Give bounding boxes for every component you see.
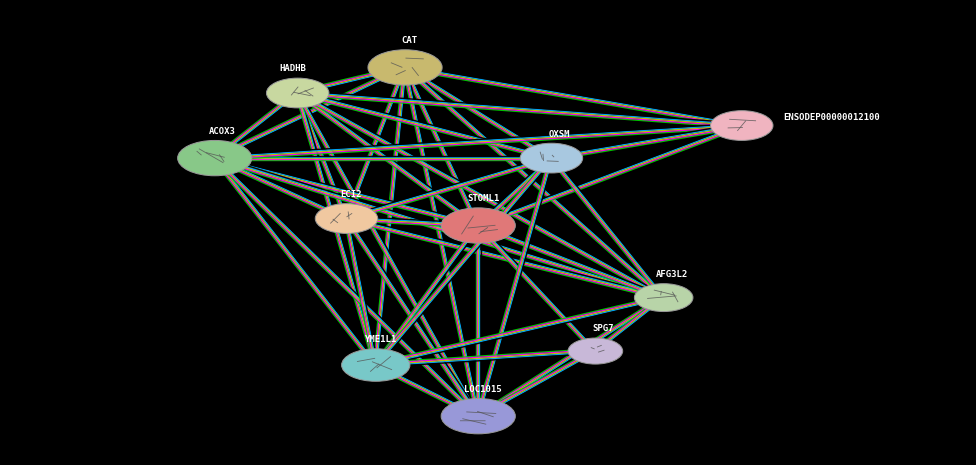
Text: ACOX3: ACOX3 xyxy=(209,127,236,136)
Circle shape xyxy=(441,399,515,434)
Circle shape xyxy=(520,143,583,173)
Text: LOC1015: LOC1015 xyxy=(465,385,502,394)
Circle shape xyxy=(441,208,515,243)
Circle shape xyxy=(342,349,410,381)
Circle shape xyxy=(315,204,378,233)
Text: CAT: CAT xyxy=(402,36,418,45)
Circle shape xyxy=(368,50,442,85)
Text: HADHB: HADHB xyxy=(279,65,306,73)
Text: YME1L1: YME1L1 xyxy=(364,335,397,344)
Text: ECI2: ECI2 xyxy=(341,190,362,199)
Circle shape xyxy=(568,338,623,364)
Circle shape xyxy=(178,140,252,176)
Circle shape xyxy=(711,111,773,140)
Circle shape xyxy=(266,78,329,108)
Text: AFG3L2: AFG3L2 xyxy=(655,270,688,279)
Text: SPG7: SPG7 xyxy=(592,325,614,333)
Text: STOML1: STOML1 xyxy=(467,194,500,203)
Text: ENSODEP00000012100: ENSODEP00000012100 xyxy=(783,113,879,122)
Text: OXSM: OXSM xyxy=(549,130,570,139)
Circle shape xyxy=(634,284,693,312)
